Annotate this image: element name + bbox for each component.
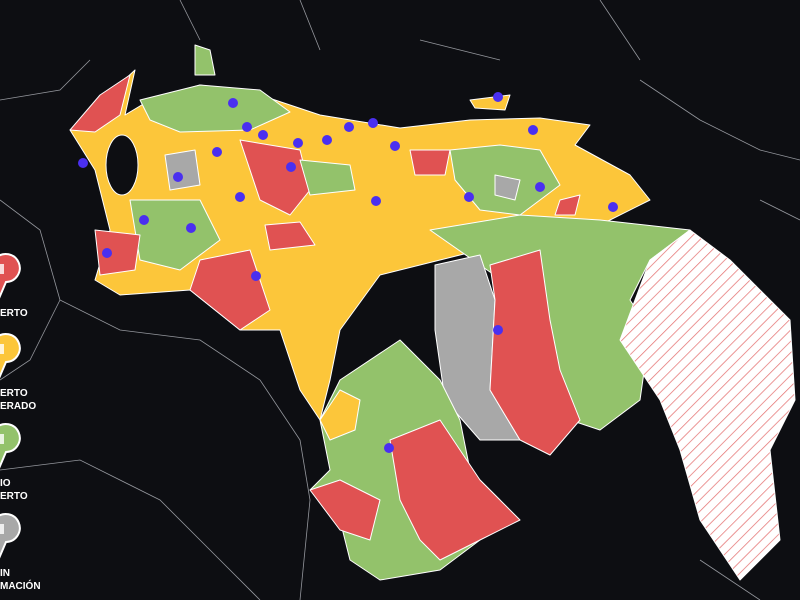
capital-dot (322, 135, 332, 145)
capital-dot (242, 122, 252, 132)
disputed-region (619, 229, 796, 581)
capital-dot (608, 202, 618, 212)
capital-dot (344, 122, 354, 132)
capital-dot (528, 125, 538, 135)
region (69, 74, 131, 133)
capital-dot (251, 271, 261, 281)
capital-dot (78, 158, 88, 168)
region (489, 249, 581, 456)
capital-dot (173, 172, 183, 182)
legend-pin (0, 253, 21, 299)
legend-pin-icon (0, 264, 4, 274)
legend-pin-icon (0, 524, 4, 534)
capital-dot (212, 147, 222, 157)
region (554, 194, 581, 216)
capital-dot (186, 223, 196, 233)
legend-label: IO (0, 478, 11, 489)
region (299, 159, 356, 196)
capital-dot (102, 248, 112, 258)
legend-pin (0, 513, 21, 559)
region (239, 139, 311, 216)
capital-dot (493, 325, 503, 335)
capital-dot (493, 92, 503, 102)
region (494, 174, 521, 201)
legend-pin (0, 333, 21, 379)
capital-dot (368, 118, 378, 128)
region (319, 389, 361, 441)
capital-dot (228, 98, 238, 108)
region (389, 419, 521, 561)
capital-dot (139, 215, 149, 225)
region (409, 149, 451, 176)
legend-label: ERTO (0, 308, 28, 319)
legend-pin-icon (0, 344, 4, 354)
region (189, 249, 271, 331)
region (194, 44, 216, 76)
region (164, 149, 201, 191)
capital-dot (371, 196, 381, 206)
capital-dot (235, 192, 245, 202)
capital-dot (286, 162, 296, 172)
capital-dot (258, 130, 268, 140)
legend-label: ERTO (0, 491, 28, 502)
region (139, 84, 291, 133)
region (264, 221, 316, 251)
capital-dot (293, 138, 303, 148)
legend-label: ERTO (0, 388, 28, 399)
capital-dot (464, 192, 474, 202)
legend-pin-icon (0, 434, 4, 444)
lake (105, 134, 139, 196)
region (309, 479, 381, 541)
legend-label: IN (0, 568, 10, 579)
legend-label: ERADO (0, 401, 36, 412)
legend-label: MACIÓN (0, 579, 41, 592)
capital-dot (535, 182, 545, 192)
capital-dot (390, 141, 400, 151)
region (94, 229, 141, 276)
capitals (78, 92, 618, 453)
legend-pin (0, 423, 21, 469)
regions (69, 44, 796, 581)
capital-dot (384, 443, 394, 453)
